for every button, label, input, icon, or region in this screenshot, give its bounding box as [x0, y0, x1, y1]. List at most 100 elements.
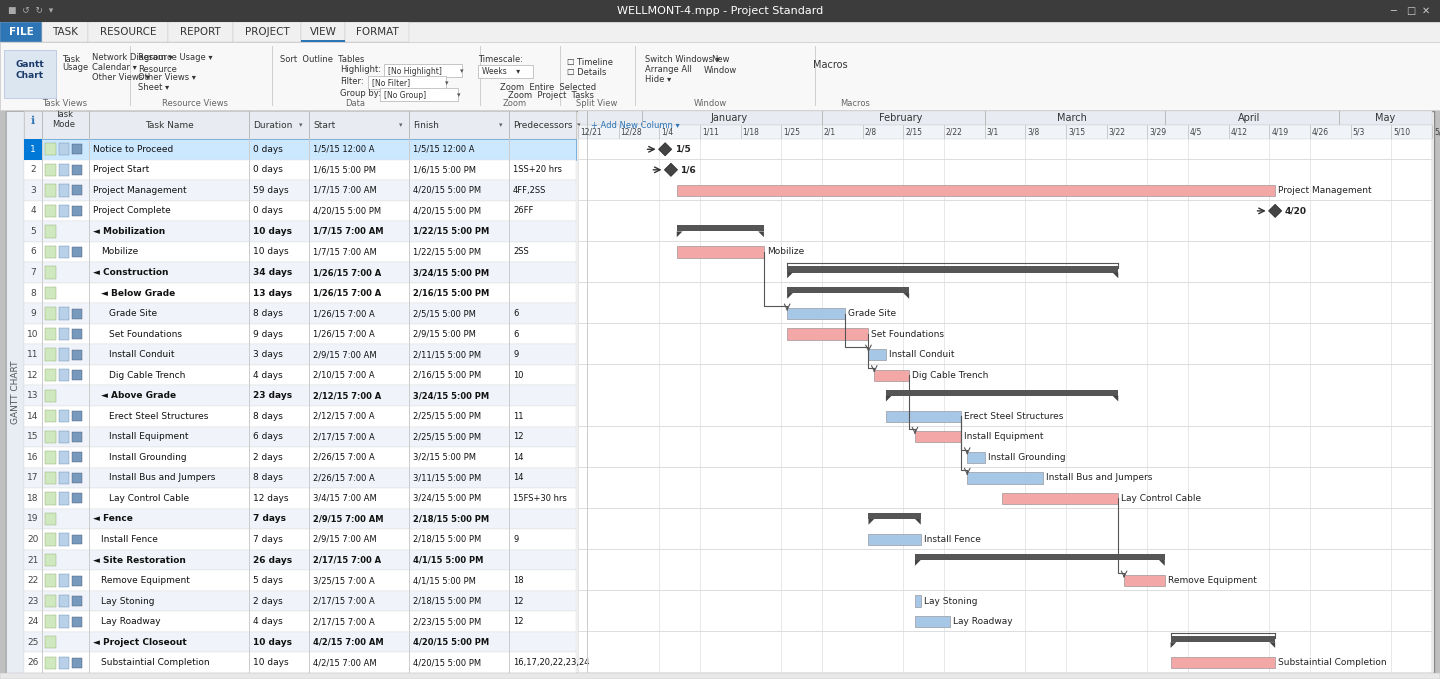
Text: Task: Task — [62, 56, 81, 65]
Text: FORMAT: FORMAT — [356, 27, 399, 37]
Bar — [24, 426, 576, 447]
Text: Gantt
Chart: Gantt Chart — [16, 60, 45, 79]
Text: Remove Equipment: Remove Equipment — [1168, 576, 1257, 585]
Text: February: February — [878, 113, 922, 123]
Text: 3/15: 3/15 — [1068, 128, 1086, 136]
Text: April: April — [1238, 113, 1260, 123]
Bar — [59, 533, 69, 546]
Text: Install Equipment: Install Equipment — [965, 433, 1044, 441]
Text: Substaintial Completion: Substaintial Completion — [1279, 658, 1387, 667]
Bar — [59, 410, 69, 422]
Text: March: March — [1057, 113, 1087, 123]
Bar — [24, 386, 576, 406]
Text: 1/22/15 5:00 PM: 1/22/15 5:00 PM — [413, 247, 481, 257]
Text: 10 days: 10 days — [253, 638, 292, 646]
Text: Lay Stoning: Lay Stoning — [101, 597, 154, 606]
Bar — [24, 221, 576, 242]
Bar — [968, 452, 985, 463]
Text: Sheet ▾: Sheet ▾ — [138, 84, 170, 92]
Text: Usage: Usage — [62, 64, 88, 73]
Text: 2/16/15 5:00 PM: 2/16/15 5:00 PM — [413, 371, 481, 380]
Text: Install Conduit: Install Conduit — [109, 350, 174, 359]
Bar — [45, 143, 56, 155]
Text: 4/20/15 5:00 PM: 4/20/15 5:00 PM — [413, 658, 481, 667]
Polygon shape — [788, 272, 793, 278]
Bar — [45, 657, 56, 669]
Bar — [45, 266, 56, 278]
Text: Notice to Proceed: Notice to Proceed — [94, 145, 173, 153]
Polygon shape — [1113, 272, 1119, 278]
Text: 4/2/15 7:00 AM: 4/2/15 7:00 AM — [312, 658, 377, 667]
Text: 13 days: 13 days — [253, 289, 292, 297]
Text: Erect Steel Structures: Erect Steel Structures — [965, 411, 1064, 421]
Bar — [24, 632, 576, 653]
Bar — [72, 350, 82, 360]
Bar — [577, 111, 1431, 125]
Text: Duration: Duration — [253, 120, 292, 130]
Text: 10 days: 10 days — [253, 247, 288, 257]
Text: 24: 24 — [27, 617, 39, 626]
Text: 3/24/15 5:00 PM: 3/24/15 5:00 PM — [413, 494, 481, 503]
Text: Lay Control Cable: Lay Control Cable — [1122, 494, 1201, 503]
Text: 0 days: 0 days — [253, 145, 282, 153]
Text: 1/18: 1/18 — [743, 128, 759, 136]
Text: 7 days: 7 days — [253, 535, 282, 544]
Bar — [59, 184, 69, 196]
Text: 25: 25 — [27, 638, 39, 646]
Bar — [72, 473, 82, 483]
Text: ─: ─ — [1390, 6, 1395, 16]
Text: ▾: ▾ — [456, 92, 461, 98]
Text: Switch Windows ▾: Switch Windows ▾ — [645, 56, 720, 65]
Text: 4/20/15 5:00 PM: 4/20/15 5:00 PM — [413, 206, 481, 215]
Text: 2: 2 — [30, 165, 36, 175]
Bar — [874, 369, 909, 381]
Bar — [72, 247, 82, 257]
Text: ◄ Site Restoration: ◄ Site Restoration — [94, 555, 186, 564]
Text: 8: 8 — [30, 289, 36, 297]
Text: TASK: TASK — [52, 27, 78, 37]
Text: ▾: ▾ — [577, 122, 580, 128]
Text: ◄ Below Grade: ◄ Below Grade — [101, 289, 176, 297]
Text: Resource Usage ▾: Resource Usage ▾ — [138, 54, 213, 62]
Polygon shape — [1159, 560, 1165, 566]
Text: 4/20: 4/20 — [1284, 206, 1306, 215]
Text: Network Diagram ▾: Network Diagram ▾ — [92, 54, 173, 62]
Bar — [45, 328, 56, 340]
Text: 5/3: 5/3 — [1352, 128, 1365, 136]
Text: May: May — [1375, 113, 1395, 123]
Bar — [301, 22, 346, 42]
Text: 1/5/15 12:00 A: 1/5/15 12:00 A — [413, 145, 475, 153]
Bar — [6, 111, 24, 673]
Text: Predecessors: Predecessors — [513, 120, 573, 130]
Polygon shape — [1269, 204, 1282, 217]
Bar — [59, 328, 69, 340]
Bar — [24, 406, 576, 426]
Text: 1/26/15 7:00 A: 1/26/15 7:00 A — [312, 289, 382, 297]
Bar — [72, 206, 82, 216]
Bar — [45, 246, 56, 258]
Text: Other Views ▾: Other Views ▾ — [92, 73, 150, 83]
Text: 4: 4 — [30, 206, 36, 215]
Text: ☐ Details: ☐ Details — [567, 67, 606, 77]
Text: 9: 9 — [513, 350, 518, 359]
Bar — [72, 658, 82, 667]
Polygon shape — [1270, 642, 1276, 648]
Text: 3/8: 3/8 — [1027, 128, 1040, 136]
Text: Install Conduit: Install Conduit — [888, 350, 955, 359]
Text: 2/26/15 7:00 A: 2/26/15 7:00 A — [312, 473, 374, 482]
Text: Window: Window — [694, 100, 727, 109]
Bar — [24, 139, 42, 160]
Bar — [45, 369, 56, 382]
Text: 3 days: 3 days — [253, 350, 282, 359]
Text: 5: 5 — [30, 227, 36, 236]
Bar — [577, 111, 1431, 673]
Bar — [886, 411, 962, 422]
Text: 3/22: 3/22 — [1109, 128, 1126, 136]
Text: 10 days: 10 days — [253, 227, 292, 236]
Bar — [301, 40, 346, 42]
Polygon shape — [903, 293, 909, 299]
Bar — [24, 324, 576, 344]
Text: 3/24/15 5:00 PM: 3/24/15 5:00 PM — [413, 391, 490, 400]
Text: 1/26/15 7:00 A: 1/26/15 7:00 A — [312, 329, 374, 339]
Text: ℹ: ℹ — [30, 116, 35, 126]
